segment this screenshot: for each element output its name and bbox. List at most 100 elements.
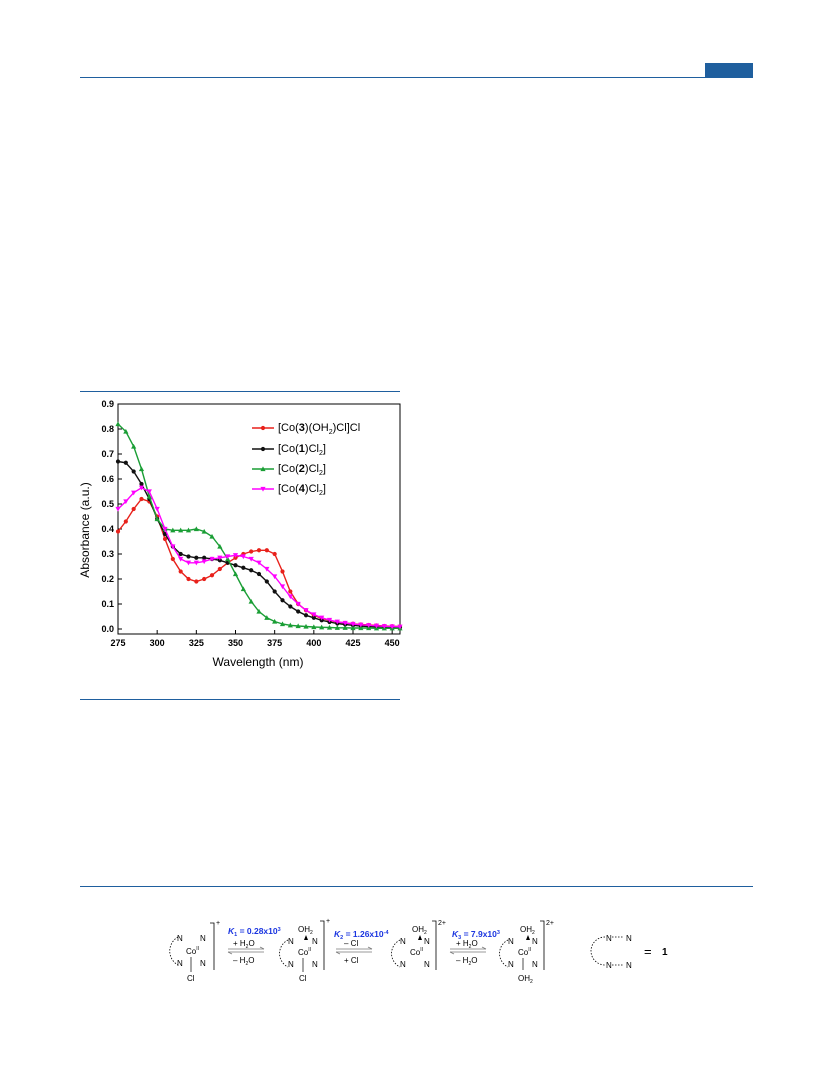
charge: + bbox=[216, 920, 220, 927]
data-point bbox=[162, 526, 168, 532]
svg-text:CoII: CoII bbox=[186, 946, 199, 956]
data-point bbox=[232, 571, 239, 577]
data-point bbox=[311, 612, 317, 618]
data-point bbox=[342, 620, 348, 626]
wedge-bond bbox=[418, 935, 422, 940]
data-point bbox=[248, 556, 254, 562]
series-line bbox=[117, 460, 401, 629]
data-point bbox=[209, 533, 215, 539]
header-tab bbox=[705, 63, 753, 78]
legend-markers bbox=[252, 425, 274, 492]
data-point bbox=[264, 615, 270, 620]
n-atom: N bbox=[606, 961, 612, 970]
data-point bbox=[288, 589, 293, 594]
data-point bbox=[260, 425, 266, 431]
data-point bbox=[225, 554, 231, 560]
bracket bbox=[320, 920, 325, 970]
n-atom: N bbox=[200, 959, 206, 968]
bracket bbox=[210, 922, 215, 970]
data-point bbox=[264, 548, 269, 553]
x-tick-label: 425 bbox=[345, 638, 360, 648]
svg-text:OH2: OH2 bbox=[412, 925, 427, 936]
macrocycle-arc bbox=[590, 936, 606, 966]
data-point bbox=[139, 496, 144, 502]
data-point bbox=[146, 489, 152, 495]
x-tick-label: 450 bbox=[385, 638, 400, 648]
data-point bbox=[272, 574, 278, 580]
svg-text:[Co(1)Cl2]: [Co(1)Cl2] bbox=[278, 443, 326, 457]
bracket bbox=[540, 920, 545, 970]
data-point bbox=[193, 526, 199, 532]
data-point bbox=[358, 625, 364, 631]
y-tick-label: 0.0 bbox=[101, 624, 114, 634]
data-point bbox=[280, 598, 285, 603]
data-point bbox=[342, 625, 348, 630]
svg-text:K1 = 0.28x103: K1 = 0.28x103 bbox=[228, 926, 281, 938]
x-axis-label: Wavelength (nm) bbox=[213, 655, 304, 669]
data-point bbox=[178, 551, 183, 557]
bracket bbox=[432, 920, 437, 970]
data-point bbox=[217, 566, 222, 572]
data-point bbox=[178, 527, 184, 533]
data-point bbox=[202, 576, 207, 582]
svg-text:+ H2O: + H2O bbox=[456, 939, 478, 950]
data-point bbox=[123, 499, 129, 505]
data-point bbox=[288, 604, 293, 609]
y-tick-label: 0.2 bbox=[101, 574, 114, 584]
y-tick-label: 0.8 bbox=[101, 424, 114, 434]
legend-entry: [Co(1)Cl2] bbox=[278, 443, 326, 457]
data-point bbox=[131, 443, 137, 449]
data-point bbox=[186, 554, 191, 559]
x-tick-label: 300 bbox=[150, 638, 165, 648]
n-atom: N bbox=[200, 934, 206, 943]
svg-text:CoII: CoII bbox=[410, 947, 423, 957]
data-point bbox=[326, 624, 333, 630]
cl-ligand: Cl bbox=[187, 974, 195, 983]
svg-text:K3 = 7.9x103: K3 = 7.9x103 bbox=[452, 929, 500, 941]
complex-3: OH2 N N N N CoII 2+ bbox=[391, 920, 446, 970]
svg-text:[Co(3)(OH2)Cl]Cl: [Co(3)(OH2)Cl]Cl bbox=[278, 422, 360, 436]
data-point bbox=[260, 446, 266, 452]
data-point bbox=[217, 555, 223, 561]
data-point bbox=[170, 527, 176, 533]
n-atom: N bbox=[288, 937, 294, 946]
data-point bbox=[264, 579, 269, 584]
complex-1: N N N N CoII Cl + bbox=[169, 920, 220, 983]
equilibrium-k2: K2 = 1.26x10-4 – Cl + Cl bbox=[334, 929, 389, 965]
data-point bbox=[311, 615, 316, 620]
svg-text:OH2: OH2 bbox=[518, 974, 533, 985]
data-point bbox=[303, 623, 309, 629]
data-point bbox=[241, 565, 246, 570]
n-atom: N bbox=[400, 960, 406, 969]
data-point bbox=[186, 576, 191, 582]
data-point bbox=[248, 598, 254, 604]
svg-text:K2 = 1.26x10-4: K2 = 1.26x10-4 bbox=[334, 929, 389, 941]
data-point bbox=[381, 624, 387, 629]
x-tick-label: 275 bbox=[110, 638, 125, 648]
series-group bbox=[115, 421, 403, 631]
data-point bbox=[209, 573, 215, 578]
y-tick-label: 0.3 bbox=[101, 549, 114, 559]
charge: + bbox=[326, 918, 330, 925]
n-atom: N bbox=[606, 934, 612, 943]
data-point bbox=[123, 460, 128, 465]
svg-text:+ Cl: + Cl bbox=[344, 956, 359, 965]
x-tick-label: 325 bbox=[189, 638, 204, 648]
svg-text:– H2O: – H2O bbox=[456, 956, 477, 967]
n-atom: N bbox=[312, 937, 318, 946]
data-point bbox=[146, 493, 152, 499]
data-point bbox=[311, 624, 317, 630]
figure-top-rule bbox=[80, 391, 400, 392]
data-point bbox=[260, 486, 266, 492]
chart-legend: [Co(3)(OH2)Cl]Cl [Co(1)Cl2] [Co(2)Cl2] [… bbox=[252, 422, 360, 497]
ligand-number: 1 bbox=[662, 947, 668, 958]
data-point bbox=[138, 466, 145, 472]
data-point bbox=[249, 568, 254, 573]
data-point bbox=[178, 556, 184, 562]
data-point bbox=[279, 584, 286, 590]
plot-area bbox=[117, 403, 401, 635]
data-point bbox=[264, 566, 270, 572]
data-point bbox=[397, 624, 403, 630]
y-tick-label: 0.5 bbox=[101, 499, 114, 509]
data-point bbox=[194, 579, 199, 584]
